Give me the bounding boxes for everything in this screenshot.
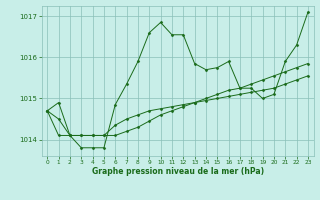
X-axis label: Graphe pression niveau de la mer (hPa): Graphe pression niveau de la mer (hPa): [92, 167, 264, 176]
